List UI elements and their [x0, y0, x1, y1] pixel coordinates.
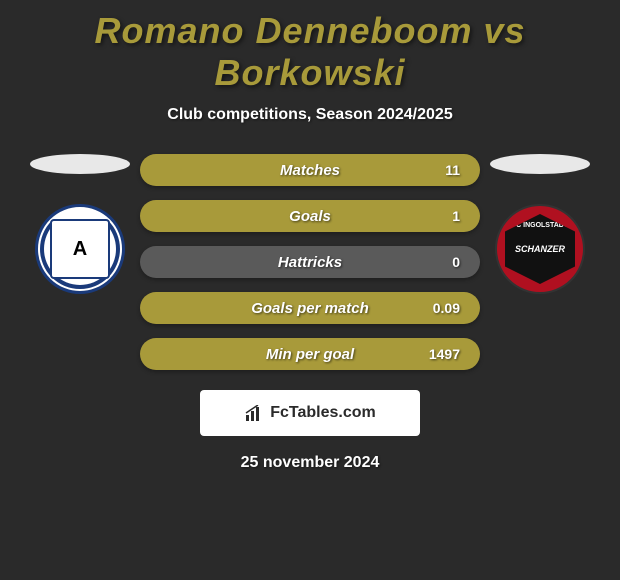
stat-label: Goals per match [251, 300, 369, 317]
subtitle: Club competitions, Season 2024/2025 [0, 106, 620, 124]
right-team-center-text: SCHANZER [515, 244, 565, 254]
stat-right-value: 0 [430, 254, 460, 270]
right-ellipse [490, 154, 590, 174]
stat-row-gpm: Goals per match 0.09 [140, 292, 480, 324]
stat-right-value: 11 [430, 162, 460, 178]
right-team-logo: FC INGOLSTADT SCHANZER [495, 204, 585, 294]
date-text: 25 november 2024 [0, 454, 620, 472]
stat-row-mpg: Min per goal 1497 [140, 338, 480, 370]
stat-label: Hattricks [278, 254, 342, 271]
stat-row-hattricks: Hattricks 0 [140, 246, 480, 278]
left-team-column: A [30, 154, 130, 294]
stat-row-matches: Matches 11 [140, 154, 480, 186]
stat-right-value: 1497 [429, 346, 460, 362]
stat-row-goals: Goals 1 [140, 200, 480, 232]
left-team-logo: A [35, 204, 125, 294]
stat-label: Matches [280, 162, 340, 179]
stats-column: Matches 11 Goals 1 Hattricks 0 Goals per… [140, 154, 480, 370]
right-team-top-text: FC INGOLSTADT [512, 222, 568, 229]
page-title: Romano Denneboom vs Borkowski [0, 10, 620, 94]
attribution-text: FcTables.com [270, 404, 376, 422]
right-team-column: FC INGOLSTADT SCHANZER [490, 154, 590, 294]
left-ellipse [30, 154, 130, 174]
stat-label: Min per goal [266, 346, 354, 363]
stat-label: Goals [289, 208, 331, 225]
stat-right-value: 1 [430, 208, 460, 224]
chart-icon [244, 405, 264, 421]
attribution-badge: FcTables.com [200, 390, 420, 436]
stat-right-value: 0.09 [430, 300, 460, 316]
left-team-letter: A [73, 238, 87, 261]
